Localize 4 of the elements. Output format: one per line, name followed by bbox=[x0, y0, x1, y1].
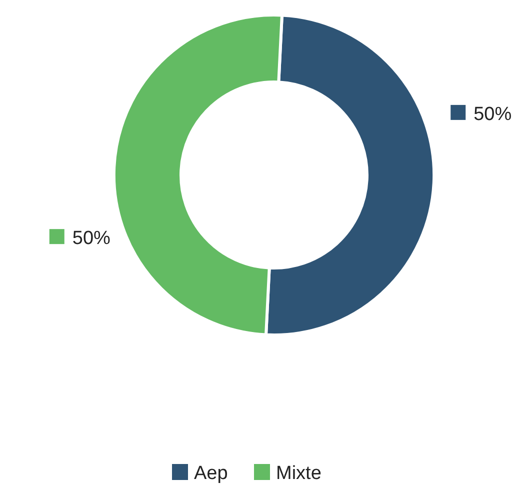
data-label: 50% bbox=[474, 104, 512, 125]
legend-label: Aep bbox=[194, 463, 228, 484]
legend-label: Mixte bbox=[276, 463, 322, 484]
data-label: 50% bbox=[72, 228, 111, 250]
